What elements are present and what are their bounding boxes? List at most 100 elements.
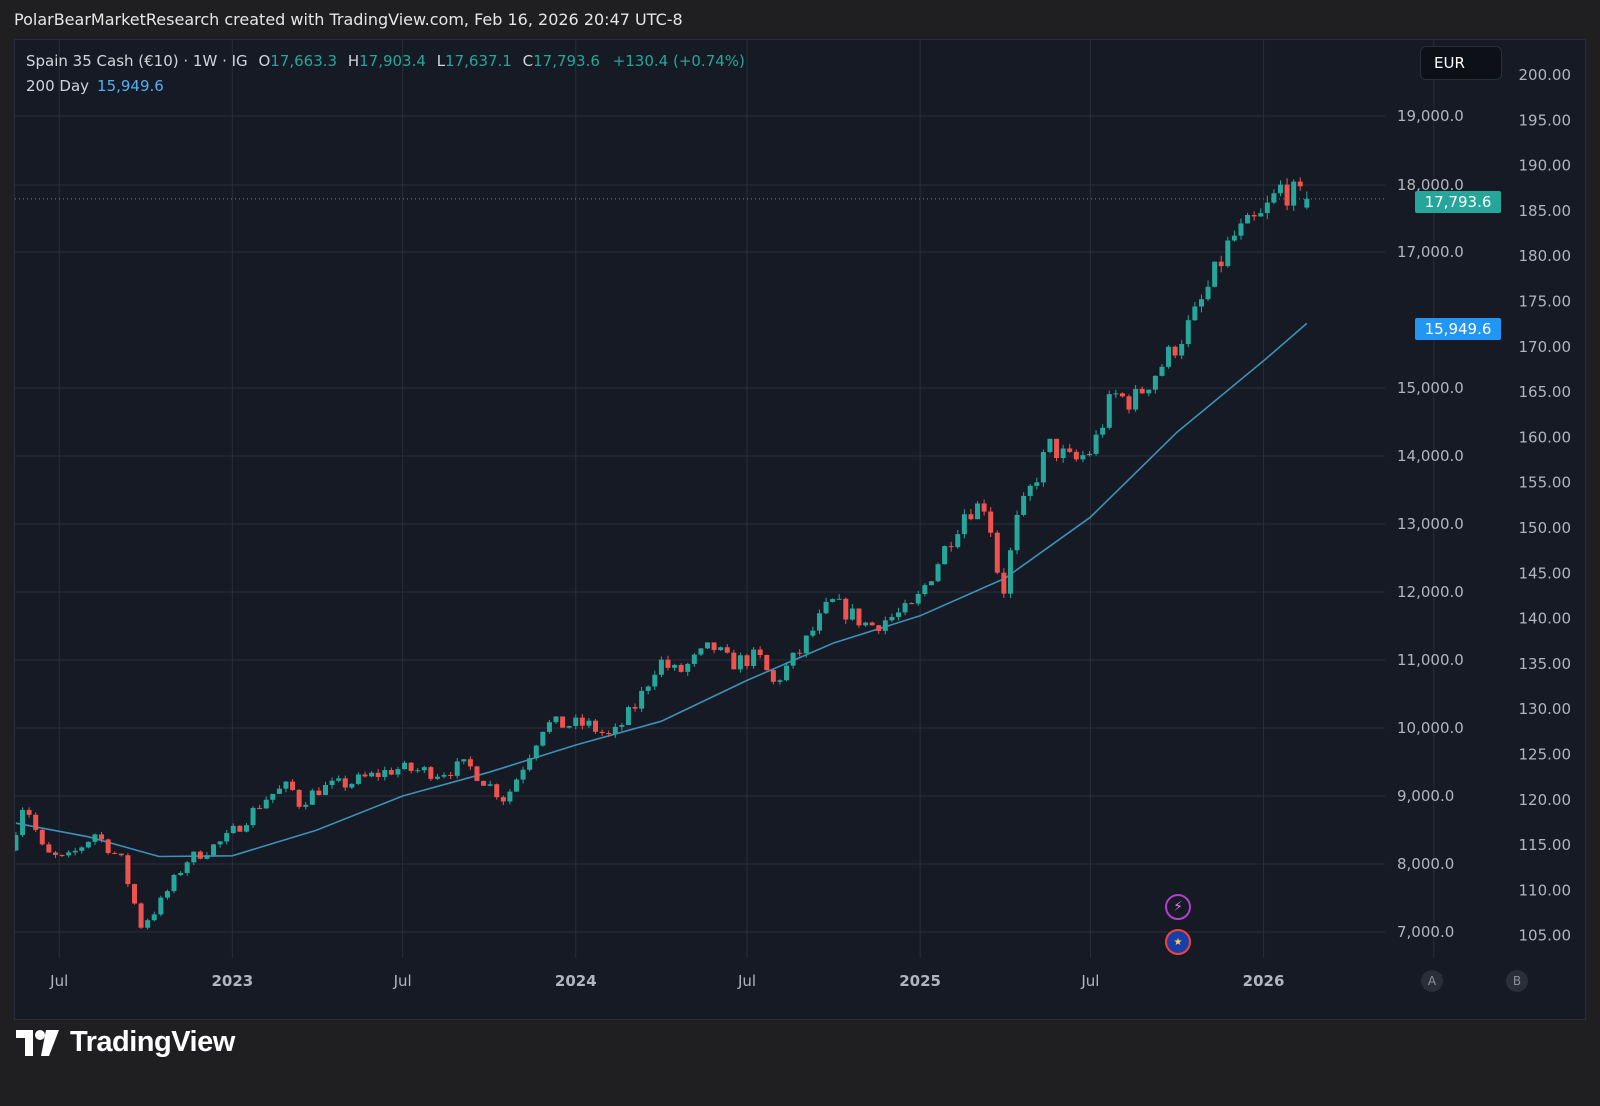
auto-scale-button[interactable]: A (1421, 970, 1443, 992)
candle (915, 590, 921, 606)
candle (39, 829, 45, 846)
candle (533, 744, 539, 761)
candle (1264, 195, 1270, 220)
candle (72, 847, 78, 856)
candle (869, 621, 875, 626)
candle (1106, 390, 1112, 430)
candle (500, 795, 506, 806)
candle (685, 662, 691, 676)
symbol-title[interactable]: Spain 35 Cash (€10) · 1W · IG (26, 52, 248, 70)
legend-moving-average: 200 Day 15,949.6 (26, 77, 164, 95)
candle (382, 766, 388, 781)
price-tick-label: 12,000.0 (1397, 583, 1464, 601)
candle (836, 594, 842, 600)
candle (1205, 280, 1211, 302)
candle (395, 766, 401, 778)
candle (211, 843, 217, 857)
candle (843, 597, 849, 625)
candle (369, 771, 375, 778)
candle (434, 773, 440, 780)
candle (968, 508, 974, 521)
scale-tick-label: 120.00 (1519, 791, 1572, 809)
candle (593, 719, 599, 734)
candle (1231, 230, 1237, 242)
candle (151, 911, 157, 922)
candle (546, 719, 552, 734)
candle (1014, 510, 1020, 555)
candle (217, 840, 223, 848)
candle (751, 647, 757, 669)
candle (329, 777, 335, 789)
candle (1218, 255, 1224, 273)
candle (816, 609, 822, 635)
candle (1119, 392, 1125, 398)
close-value: 17,793.6 (533, 52, 600, 70)
candle (1166, 345, 1172, 369)
log-scale-button[interactable]: B (1506, 970, 1528, 992)
candle (1277, 180, 1283, 197)
lightning-event-icon[interactable]: ⚡ (1165, 894, 1191, 920)
chart-svg[interactable]: 19,000.0 18,000.0 17,000.0 15,000.0 14,000.0… (15, 40, 1585, 1019)
tradingview-logo-icon (16, 1029, 59, 1056)
candle (145, 918, 151, 930)
candle (513, 778, 519, 792)
candle (33, 812, 39, 833)
currency-button[interactable]: EUR (1420, 46, 1502, 80)
price-tick-label: 18,000.0 (1397, 176, 1464, 194)
candle (408, 762, 414, 774)
candle (283, 780, 289, 793)
candle (1067, 443, 1073, 454)
candle (362, 771, 368, 778)
scale-tick-label: 180.00 (1519, 247, 1572, 265)
candle (178, 871, 184, 877)
candle (467, 756, 473, 770)
candle (1212, 261, 1218, 288)
candle (1198, 294, 1204, 313)
candle (1027, 484, 1033, 501)
candle (191, 851, 197, 866)
ma-label[interactable]: 200 Day (26, 77, 90, 95)
price-tick-label: 14,000.0 (1397, 447, 1464, 465)
candle (481, 780, 487, 786)
scale-tick-label: 195.00 (1519, 111, 1572, 129)
price-tick-label: 15,000.0 (1397, 379, 1464, 397)
candle (79, 846, 85, 854)
candle (994, 530, 1000, 575)
candle (388, 767, 394, 776)
candle (909, 602, 915, 605)
candle (1126, 394, 1132, 414)
candle (863, 621, 869, 627)
candle (876, 624, 882, 634)
candle (250, 806, 256, 828)
candle (1297, 177, 1303, 191)
candle (46, 842, 52, 853)
candle (784, 662, 790, 682)
scale-tick-label: 190.00 (1519, 157, 1572, 175)
price-tick-label: 9,000.0 (1397, 787, 1454, 805)
candle (125, 853, 131, 888)
candle (757, 646, 763, 659)
candle (15, 831, 19, 852)
candle (744, 653, 750, 670)
candle (527, 754, 533, 772)
candle (639, 686, 645, 712)
chart-area[interactable]: 19,000.0 18,000.0 17,000.0 15,000.0 14,000.0… (14, 39, 1586, 1020)
candle (454, 757, 460, 779)
eu-flag-event-icon[interactable]: ★ (1165, 929, 1191, 955)
candle (612, 723, 618, 738)
candle (599, 729, 605, 736)
candle (263, 796, 269, 809)
candle (573, 714, 579, 730)
candle (1040, 449, 1046, 487)
scale-tick-label: 185.00 (1519, 202, 1572, 220)
candle (1238, 218, 1244, 240)
candle (935, 562, 941, 583)
candle (1284, 178, 1290, 211)
candle (474, 765, 480, 782)
high-value: 17,903.4 (359, 52, 426, 70)
time-tick-label: 2025 (899, 972, 941, 990)
axis-labels: 19,000.0 18,000.0 17,000.0 15,000.0 14,000.0… (49, 66, 1571, 990)
candle (895, 607, 901, 621)
candle (1139, 386, 1145, 395)
candle (303, 802, 309, 810)
